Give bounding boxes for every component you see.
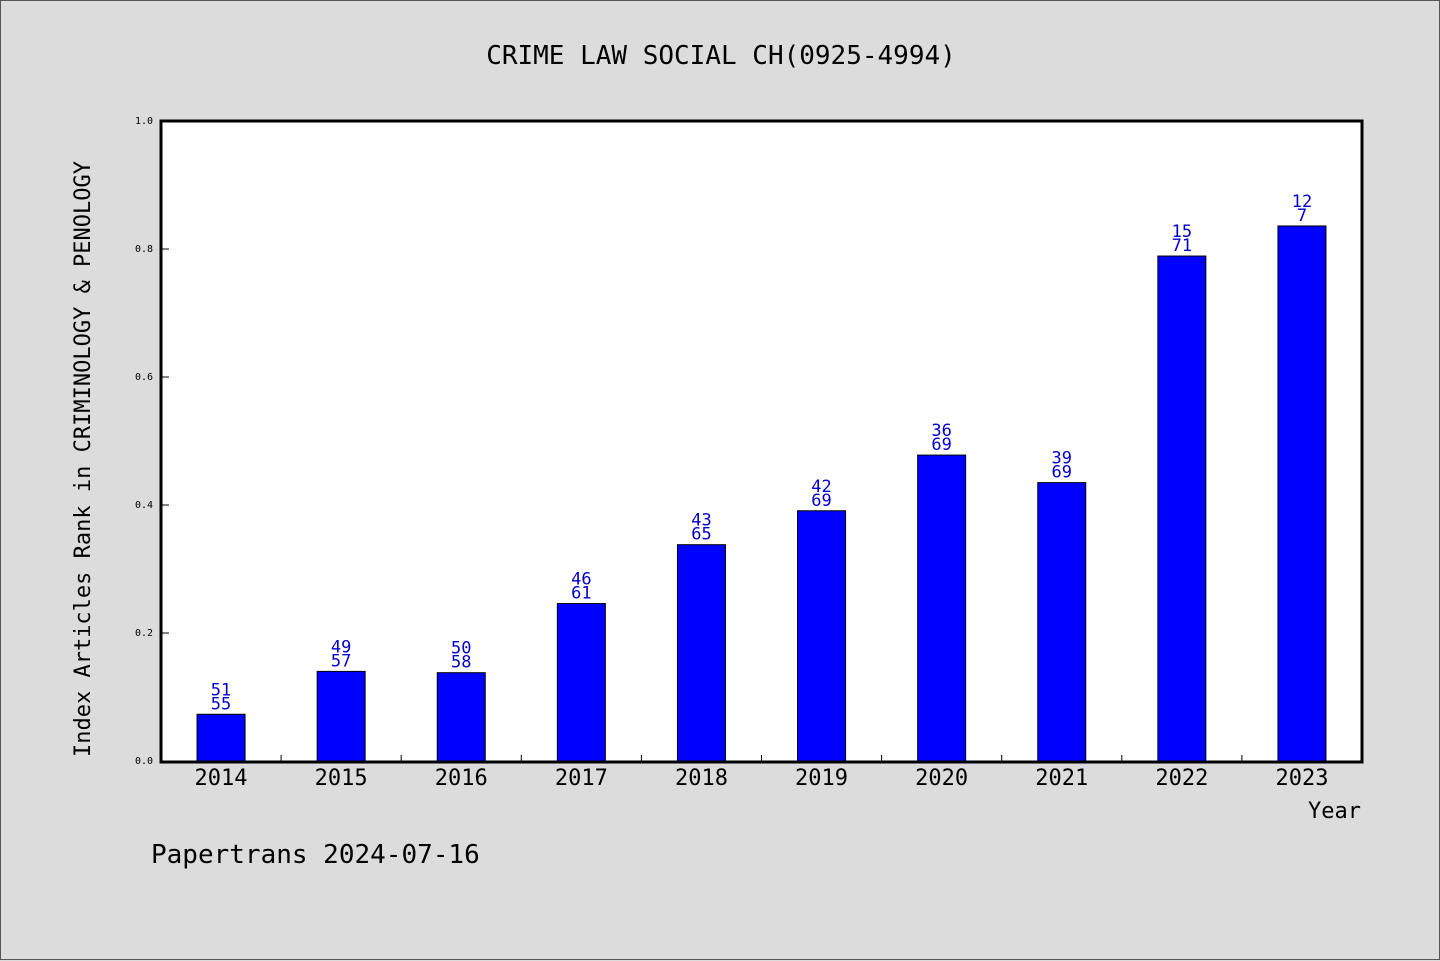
chart-title: CRIME LAW SOCIAL CH(0925-4994) xyxy=(486,41,956,71)
y-tick-label: 1.0 xyxy=(135,116,153,127)
bar-label-bottom: 69 xyxy=(1052,463,1072,483)
bar-label-top: 46 xyxy=(571,570,591,590)
bar-label-bottom: 58 xyxy=(451,653,471,673)
bar-2018 xyxy=(676,544,726,762)
bar-label-bottom: 57 xyxy=(331,651,351,671)
bar-2017 xyxy=(556,603,606,762)
bar-label-top: 51 xyxy=(211,680,231,700)
bar-label-top: 42 xyxy=(811,477,831,497)
bar-2016 xyxy=(436,672,486,762)
bar-label-top: 36 xyxy=(931,421,951,441)
y-tick-label: 0.6 xyxy=(135,372,153,383)
x-axis: 2014 2015 2016 2017 2018 2019 2020 2021 2022 2023 xyxy=(195,755,1328,791)
y-tick-label: 0.8 xyxy=(135,244,153,255)
bar-label-top: 15 xyxy=(1172,222,1192,242)
bar-series xyxy=(196,225,1327,762)
bar-label-top: 43 xyxy=(691,511,711,531)
bar-2020 xyxy=(917,454,967,762)
bar-label-bottom: 55 xyxy=(211,694,231,714)
bar-2015 xyxy=(316,670,366,762)
bar-2014 xyxy=(196,713,246,762)
bar-label-top: 39 xyxy=(1052,449,1072,469)
x-tick-label: 2014 xyxy=(195,766,248,791)
x-tick-label: 2016 xyxy=(435,766,488,791)
bar-label-top: 50 xyxy=(451,639,471,659)
x-tick-label: 2015 xyxy=(315,766,368,791)
y-tick-label: 0.4 xyxy=(135,500,153,511)
bar-label-bottom: 69 xyxy=(811,491,831,511)
x-tick-label: 2019 xyxy=(795,766,848,791)
x-tick-label: 2023 xyxy=(1275,766,1328,791)
bar-label-bottom: 65 xyxy=(691,525,711,545)
bar-2022 xyxy=(1157,255,1207,762)
bar-label-bottom: 7 xyxy=(1297,206,1307,226)
y-tick-label: 0.2 xyxy=(135,628,153,639)
y-axis-label: Index Articles Rank in CRIMINOLOGY & PEN… xyxy=(71,161,96,757)
y-tick-label: 0.0 xyxy=(135,756,153,767)
bar-label-bottom: 61 xyxy=(571,584,591,604)
x-tick-label: 2018 xyxy=(675,766,728,791)
bar-2019 xyxy=(797,510,847,762)
bar-label-top: 12 xyxy=(1292,192,1312,212)
y-axis: 0.0 0.2 0.4 0.6 0.8 1.0 xyxy=(135,116,169,767)
bar-2021 xyxy=(1037,482,1087,762)
x-tick-label: 2021 xyxy=(1035,766,1088,791)
footer-credit: Papertrans 2024-07-16 xyxy=(151,840,480,870)
bar-2023 xyxy=(1277,225,1327,762)
x-tick-label: 2020 xyxy=(915,766,968,791)
x-axis-label: Year xyxy=(1308,799,1361,824)
x-tick-label: 2022 xyxy=(1155,766,1208,791)
bar-label-bottom: 71 xyxy=(1172,236,1192,256)
bar-label-bottom: 69 xyxy=(931,435,951,455)
x-tick-label: 2017 xyxy=(555,766,608,791)
bar-label-top: 49 xyxy=(331,637,351,657)
